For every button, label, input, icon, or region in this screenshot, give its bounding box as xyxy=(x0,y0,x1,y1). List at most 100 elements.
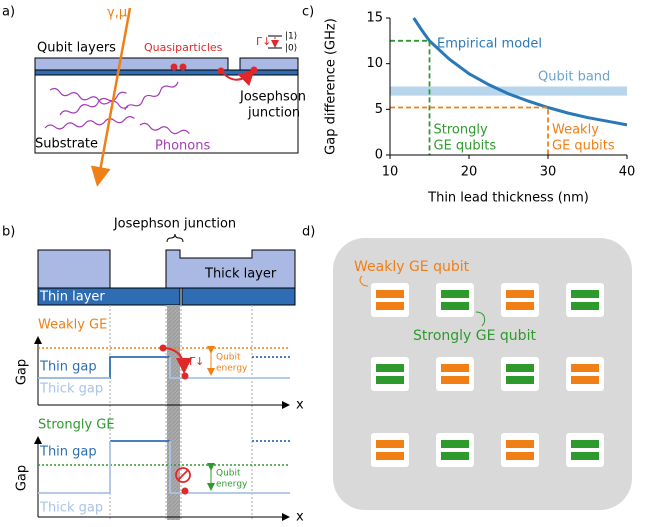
qubit-bar xyxy=(376,364,404,372)
panel-label: c) xyxy=(302,5,314,20)
qubit-bar xyxy=(441,290,469,298)
qubit-bar xyxy=(506,302,534,310)
qubit-bar xyxy=(376,452,404,460)
qubit-bar xyxy=(376,290,404,298)
marker-label: Weakly xyxy=(552,123,599,138)
qubit-bar xyxy=(376,440,404,448)
label: x xyxy=(296,510,304,525)
label: Strongly GE qubit xyxy=(413,328,536,344)
label: Substrate xyxy=(35,137,98,152)
qubit-pad xyxy=(371,433,409,467)
qubit-bar xyxy=(441,452,469,460)
label: Quasiparticles xyxy=(144,41,223,54)
qubit-pad xyxy=(371,357,409,391)
quasiparticle xyxy=(182,373,189,380)
qubit-pad xyxy=(436,283,474,317)
qubit-bar xyxy=(571,376,599,384)
qubit-pad xyxy=(501,433,539,467)
brace xyxy=(167,234,183,242)
label: Josephson junction xyxy=(113,217,236,232)
qubit-bar xyxy=(506,290,534,298)
x-tick-label: 30 xyxy=(540,165,557,180)
qubit-bar xyxy=(571,302,599,310)
label: Gap xyxy=(15,465,30,491)
x-tick-label: 20 xyxy=(461,165,478,180)
qubit-bar xyxy=(376,376,404,384)
panel-a: a) Qubit layers Quasiparticles Γ↓ |1⟩ |0… xyxy=(2,5,306,183)
label: Josephson xyxy=(239,90,306,105)
qubit-bar xyxy=(506,376,534,384)
qubit-bar xyxy=(571,440,599,448)
thin-block xyxy=(182,288,295,305)
qubit-pad xyxy=(501,357,539,391)
label: Thin gap xyxy=(39,445,97,460)
label: Thick gap xyxy=(39,501,103,516)
label: Phonons xyxy=(155,139,210,154)
marker-label: GE qubits xyxy=(434,139,497,154)
label: |0⟩ xyxy=(285,44,297,54)
thin-layer xyxy=(35,70,298,75)
y-tick-label: 10 xyxy=(366,56,383,71)
qubit-bar xyxy=(571,290,599,298)
qubit-pad xyxy=(566,357,604,391)
qubit-pad xyxy=(436,433,474,467)
qubit-bar xyxy=(571,364,599,372)
label: x xyxy=(296,398,304,413)
panel-label: d) xyxy=(302,225,315,240)
series-label: Empirical model xyxy=(437,37,542,52)
qubit-bar xyxy=(441,364,469,372)
panel-b: b) Josephson junction Thick layer Thin l… xyxy=(2,217,304,525)
label: energy xyxy=(216,364,248,374)
label: Thick layer xyxy=(204,267,277,282)
label: Weakly GE qubit xyxy=(354,259,470,275)
marker-label: Strongly xyxy=(434,123,488,138)
label: Qubit xyxy=(216,469,241,479)
y-tick-label: 5 xyxy=(375,102,383,117)
band-label: Qubit band xyxy=(538,70,610,85)
marker-guide xyxy=(390,41,430,155)
x-tick-label: 10 xyxy=(382,165,399,180)
junction-column xyxy=(167,305,180,520)
y-axis-label: Gap difference (GHz) xyxy=(324,18,339,155)
label: Thick gap xyxy=(39,382,103,397)
label: Strongly GE xyxy=(38,418,115,433)
label: Γ↓ xyxy=(256,35,271,48)
qubit-bar xyxy=(571,452,599,460)
panel-label: a) xyxy=(2,5,15,20)
label: Qubit layers xyxy=(37,41,116,56)
x-axis-label: Thin lead thickness (nm) xyxy=(427,191,589,206)
qubit-bar xyxy=(506,452,534,460)
figure: a) Qubit layers Quasiparticles Γ↓ |1⟩ |0… xyxy=(0,0,652,527)
label: Weakly GE xyxy=(38,318,107,333)
qubit-bar xyxy=(441,302,469,310)
qubit-bar xyxy=(376,302,404,310)
qubit-layer xyxy=(35,58,298,70)
marker-label: GE qubits xyxy=(552,139,615,154)
label: Gap xyxy=(15,359,30,385)
label: |1⟩ xyxy=(285,32,297,42)
y-tick-label: 15 xyxy=(366,11,383,26)
label: Thin gap xyxy=(39,360,97,375)
label: Γ↓ xyxy=(189,355,204,368)
panel-d: d) Weakly GE qubit Strongly GE qubit xyxy=(302,225,632,511)
label: junction xyxy=(247,106,300,121)
qubit-pad xyxy=(566,433,604,467)
qubit-pad xyxy=(566,283,604,317)
x-tick-label: 40 xyxy=(619,165,636,180)
qubit-pad xyxy=(436,357,474,391)
label: Thin layer xyxy=(39,290,105,305)
quasiparticle xyxy=(182,488,189,495)
label: energy xyxy=(216,480,248,490)
qubit-bar xyxy=(506,364,534,372)
y-tick-label: 0 xyxy=(375,148,383,163)
panel-label: b) xyxy=(2,225,15,240)
thick-block xyxy=(38,250,110,288)
qubit-pad xyxy=(371,283,409,317)
label: γ,μ xyxy=(107,6,127,21)
label: Qubit xyxy=(216,353,241,363)
qubit-pad xyxy=(501,283,539,317)
qubit-bar xyxy=(441,376,469,384)
qubit-bar xyxy=(441,440,469,448)
qubit-bar xyxy=(506,440,534,448)
